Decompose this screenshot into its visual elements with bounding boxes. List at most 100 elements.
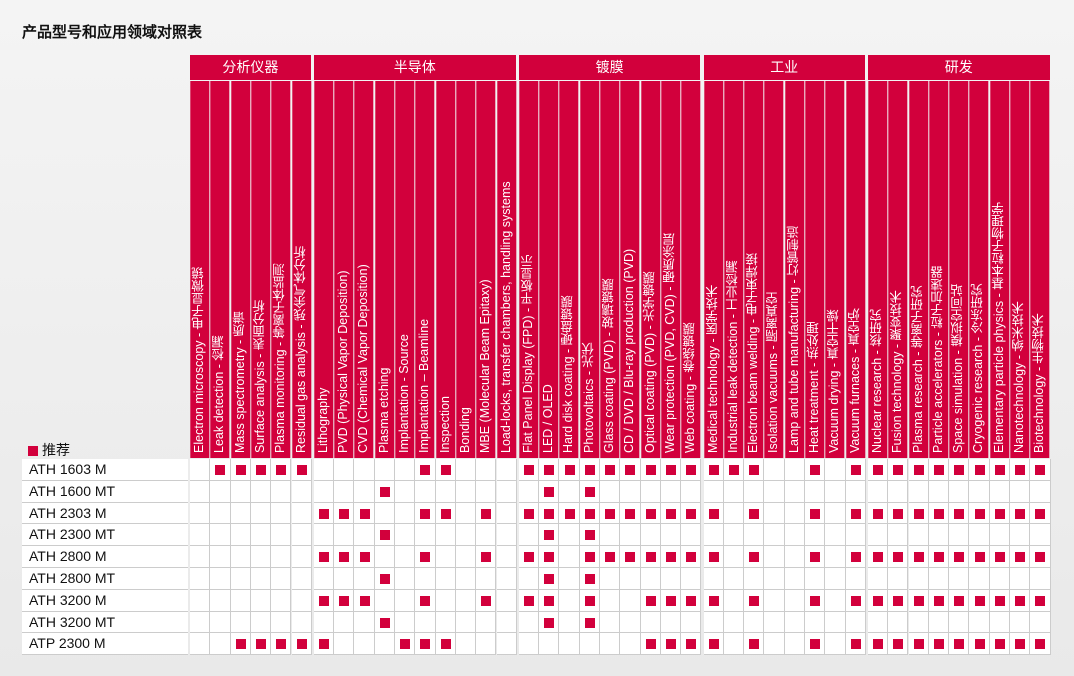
recommended-mark — [544, 552, 555, 563]
recommended-mark — [584, 617, 595, 628]
column-header: Mass spectrometry - 质谱 — [230, 81, 250, 458]
recommended-mark — [666, 595, 677, 606]
cell — [784, 633, 805, 656]
cell — [496, 480, 517, 503]
row-label: ATH 2300 MT — [22, 524, 188, 547]
cell — [395, 568, 416, 590]
cell — [210, 568, 231, 590]
recommended-mark — [544, 508, 555, 519]
recommended-mark — [1015, 508, 1026, 519]
cell — [888, 568, 909, 590]
column-header: Electron microscopy - 电子显微镜 — [190, 81, 210, 458]
recommended-mark — [974, 464, 985, 475]
cell — [949, 480, 970, 503]
cell — [476, 568, 497, 590]
cell — [928, 611, 950, 634]
cell — [374, 502, 395, 525]
recommended-mark — [420, 464, 431, 475]
cell — [455, 611, 477, 634]
column-header: Web coating - 卷绕镀膜 — [681, 81, 701, 458]
cell — [455, 502, 477, 525]
cell — [334, 480, 355, 503]
recommended-mark — [994, 464, 1005, 475]
cell — [723, 480, 745, 503]
recommended-mark — [379, 617, 390, 628]
column-header: Electron beam welding - 电子束焊接 — [744, 81, 764, 458]
cell — [518, 524, 540, 547]
column-header: PVD (Physical Vapor Deposition) — [334, 81, 354, 458]
cell — [600, 480, 621, 503]
recommended-mark — [1015, 552, 1026, 563]
cell — [703, 611, 724, 634]
recommended-mark — [666, 552, 677, 563]
cell — [989, 611, 1010, 634]
cell — [476, 459, 497, 481]
column-header: Medical technology - 医学技术 — [703, 81, 723, 458]
cell — [867, 524, 889, 547]
recommended-mark — [933, 552, 944, 563]
cell — [190, 633, 211, 656]
cell — [723, 611, 745, 634]
cell — [867, 568, 889, 590]
cell — [845, 524, 866, 547]
recommended-mark — [749, 508, 760, 519]
cell — [435, 568, 456, 590]
cell — [600, 524, 621, 547]
recommended-mark — [584, 595, 595, 606]
cell — [190, 546, 211, 568]
cell — [190, 611, 211, 634]
cell — [496, 524, 517, 547]
recommended-mark — [749, 595, 760, 606]
recommended-mark — [584, 508, 595, 519]
recommended-mark — [544, 530, 555, 541]
cell — [559, 589, 580, 612]
cell — [250, 611, 272, 634]
cell — [559, 546, 580, 568]
cell — [496, 611, 517, 634]
column-header: Plasma etching — [374, 81, 394, 458]
cell — [825, 568, 846, 590]
cell — [374, 459, 395, 481]
recommended-mark — [749, 552, 760, 563]
cell — [928, 524, 950, 547]
cell — [825, 611, 846, 634]
cell — [476, 524, 497, 547]
recommended-mark — [974, 595, 985, 606]
group-header: 镀膜 — [518, 55, 701, 80]
cell — [539, 633, 560, 656]
column-header: Leak detection - 检漏 — [210, 81, 230, 458]
cell — [210, 524, 231, 547]
cell — [190, 480, 211, 503]
recommended-mark — [544, 617, 555, 628]
recommended-mark — [686, 552, 697, 563]
recommended-mark — [544, 486, 555, 497]
recommended-mark — [954, 508, 965, 519]
recommended-mark — [318, 639, 329, 650]
column-header: Nanotechnology - 纳米技术 — [1010, 81, 1030, 458]
recommended-mark — [810, 464, 821, 475]
column-header: Lamp and tube manufacturing - 灯管制造 — [784, 81, 804, 458]
cell — [518, 568, 540, 590]
recommended-mark — [850, 639, 861, 650]
cell — [395, 546, 416, 568]
column-header: Heat treatment - 热处理 — [805, 81, 825, 458]
column-header: Nuclear research - 核研究 — [867, 81, 888, 458]
cell — [559, 611, 580, 634]
cell — [845, 611, 866, 634]
recommended-mark — [666, 464, 677, 475]
recommended-mark — [440, 508, 451, 519]
recommended-mark — [481, 508, 492, 519]
cell — [764, 502, 785, 525]
recommended-mark — [933, 508, 944, 519]
cell — [518, 633, 540, 656]
cell — [395, 459, 416, 481]
cell — [764, 546, 785, 568]
cell — [210, 633, 231, 656]
cell — [620, 524, 641, 547]
recommended-mark — [994, 508, 1005, 519]
recommended-mark — [850, 464, 861, 475]
cell — [291, 568, 312, 590]
cell — [210, 611, 231, 634]
column-header: Plasma research - 等离子研究 — [908, 81, 928, 458]
